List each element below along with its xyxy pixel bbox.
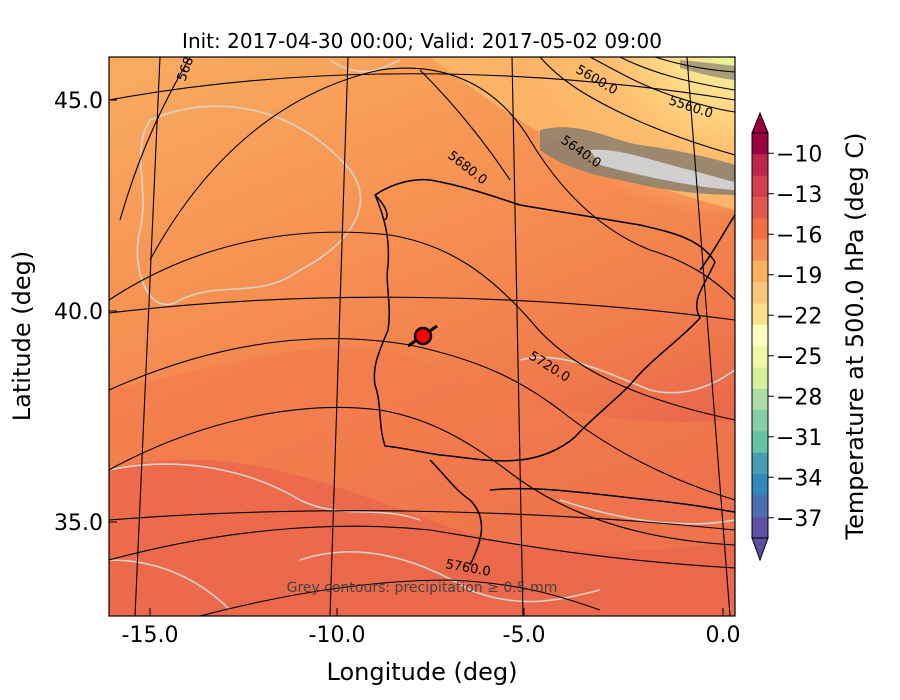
colorbar-tick-label: −31 [776,426,822,451]
x-tick-label: -15.0 [122,623,179,648]
x-tick-label: -10.0 [309,623,366,648]
colorbar-segment [752,154,768,177]
colorbar-segment [752,516,768,539]
warmest-band [109,459,735,616]
colorbar-segment [752,324,768,347]
colorbar-tick-label: −10 [776,142,822,167]
x-tick-label: 0.0 [706,623,741,648]
colorbar-segment [752,133,768,155]
y-tick-label: 40.0 [54,300,103,325]
colorbar-frame [751,132,769,539]
colorbar-segments [752,133,768,539]
colorbar-segment [752,303,768,326]
colorbar-segment [752,388,768,411]
x-axis-label: Longitude (deg) [327,658,518,686]
colorbar-ticks: −10 −13 −16 −19 −22 −25 −28 −31 −34 −37 [768,142,822,532]
map-frame [108,56,736,617]
precipitation-note: Grey contours: precipitation ≥ 0.5 mm [287,580,558,596]
colorbar-segment [752,218,768,241]
map-area: 5680.0 5600.0 5560.0 5640.0 5680.0 5720.… [109,57,735,616]
colorbar-tick-label: −19 [776,264,822,289]
colorbar-segment [752,452,768,475]
graticule [109,57,735,616]
y-axis: 45.0 40.0 35.0 Latitude (deg) [8,89,117,536]
y-tick-label: 45.0 [54,89,103,114]
colorbar-segment [752,410,768,432]
colorbar-segment [752,239,768,262]
precipitation-shading [540,60,735,195]
colorbar-tick-label: −22 [776,304,822,329]
colorbar-segment [752,474,768,496]
colorbar-segment [752,367,768,390]
colorbar-tick-label: −28 [776,385,822,410]
colorbar-segment [752,260,768,283]
colorbar-segment [752,196,768,219]
location-marker [407,324,438,348]
coastlines [373,178,735,566]
y-tick-label: 35.0 [54,511,103,536]
colorbar-segment [752,346,768,368]
colorbar-tick-label: −34 [776,466,822,491]
y-axis-label: Latitude (deg) [8,251,36,421]
colorbar-segment [752,282,768,305]
geopotential-contours [109,57,735,616]
chart-title: Init: 2017-04-30 00:00; Valid: 2017-05-0… [182,29,662,53]
colorbar-min-arrow [751,537,769,562]
colorbar: −10 −13 −16 −19 −22 −25 −28 −31 −34 −37 Temperatu… [751,111,869,562]
colorbar-tick-label: −13 [776,183,822,208]
colorbar-label: Temperature at 500.0 hPa (deg C) [841,132,869,540]
colorbar-segment [752,175,768,198]
x-tick-label: -5.0 [503,623,546,648]
colorbar-tick-label: −25 [776,345,822,370]
precipitation-contours [109,59,735,611]
colorbar-tick-label: −37 [776,507,822,532]
x-axis: -15.0 -10.0 -5.0 0.0 Longitude (deg) [122,608,741,686]
colorbar-segment [752,431,768,454]
colorbar-max-arrow [751,111,769,134]
colorbar-segment [752,495,768,518]
colorbar-tick-label: −16 [776,223,822,248]
